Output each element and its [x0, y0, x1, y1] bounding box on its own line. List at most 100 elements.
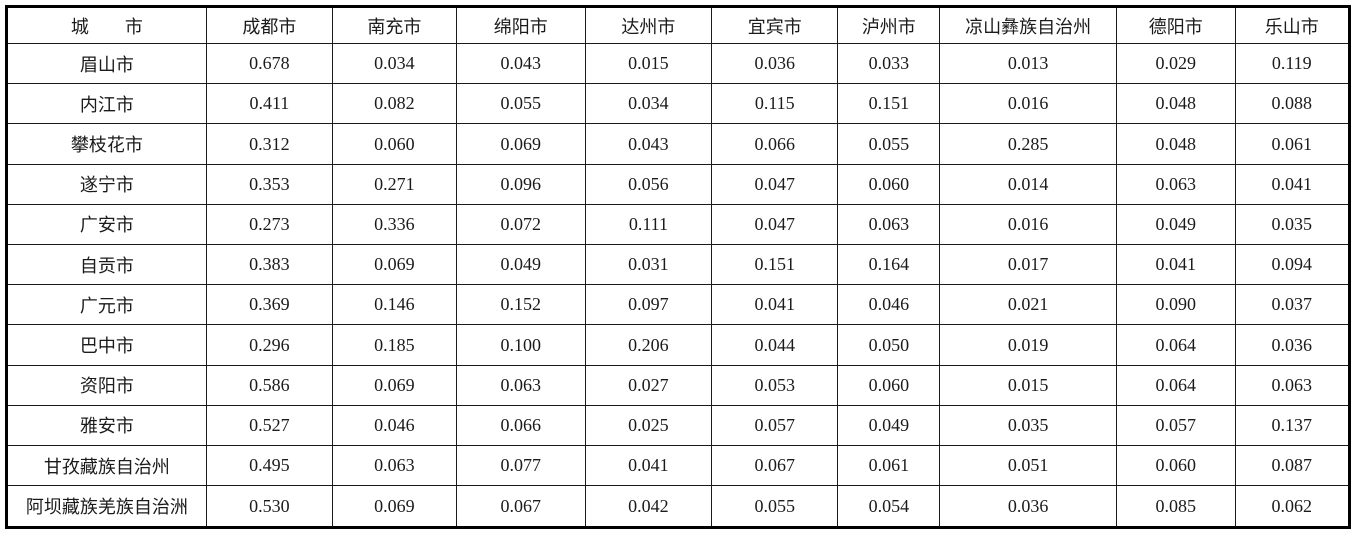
row-label-city: 阿坝藏族羌族自治洲 [6, 485, 207, 528]
value-cell: 0.152 [455, 284, 586, 326]
value-cell: 0.151 [837, 83, 941, 125]
value-cell: 0.082 [332, 83, 457, 125]
value-cell: 0.041 [584, 445, 713, 487]
value-cell: 0.146 [332, 284, 457, 326]
city-coefficient-table: 城 市 成都市 南充市 绵阳市 达州市 宜宾市 泸州市 凉山彝族自治州 德阳市 乐山市 眉山市 0… [5, 5, 1351, 529]
table-row: 甘孜藏族自治州 0.495 0.063 0.077 0.041 0.067 0.061 0.0… [6, 445, 1351, 487]
value-cell: 0.053 [711, 364, 839, 406]
value-cell: 0.069 [332, 244, 457, 286]
value-cell: 0.061 [837, 445, 941, 487]
value-cell: 0.678 [205, 42, 334, 85]
value-cell: 0.077 [455, 445, 586, 487]
value-cell: 0.036 [711, 42, 839, 85]
value-cell: 0.100 [455, 324, 586, 366]
row-label-city: 自贡市 [6, 244, 207, 286]
value-cell: 0.034 [332, 42, 457, 85]
table-header: 城 市 成都市 南充市 绵阳市 达州市 宜宾市 泸州市 凉山彝族自治州 德阳市 乐山市 [6, 6, 1351, 44]
header-column: 德阳市 [1115, 6, 1236, 44]
value-cell: 0.036 [939, 485, 1117, 528]
header-column: 达州市 [584, 6, 713, 44]
value-cell: 0.336 [332, 203, 457, 246]
table-row: 遂宁市 0.353 0.271 0.096 0.056 0.047 0.060 0.014 0.… [6, 163, 1351, 205]
value-cell: 0.048 [1115, 83, 1236, 125]
value-cell: 0.115 [711, 83, 839, 125]
value-cell: 0.119 [1234, 42, 1351, 85]
value-cell: 0.047 [711, 203, 839, 246]
row-label-city: 遂宁市 [6, 163, 207, 205]
value-cell: 0.050 [837, 324, 941, 366]
value-cell: 0.383 [205, 244, 334, 286]
value-cell: 0.064 [1115, 324, 1236, 366]
value-cell: 0.087 [1234, 445, 1351, 487]
value-cell: 0.530 [205, 485, 334, 528]
value-cell: 0.013 [939, 42, 1117, 85]
header-city-column: 城 市 [6, 6, 207, 44]
row-label-city: 雅安市 [6, 404, 207, 447]
value-cell: 0.046 [837, 284, 941, 326]
row-label-city: 眉山市 [6, 42, 207, 85]
value-cell: 0.096 [455, 163, 586, 205]
value-cell: 0.062 [1234, 485, 1351, 528]
value-cell: 0.027 [584, 364, 713, 406]
value-cell: 0.063 [455, 364, 586, 406]
value-cell: 0.016 [939, 203, 1117, 246]
value-cell: 0.094 [1234, 244, 1351, 286]
table-row: 资阳市 0.586 0.069 0.063 0.027 0.053 0.060 0.015 0.… [6, 364, 1351, 406]
value-cell: 0.088 [1234, 83, 1351, 125]
value-cell: 0.049 [1115, 203, 1236, 246]
value-cell: 0.057 [1115, 404, 1236, 447]
value-cell: 0.090 [1115, 284, 1236, 326]
value-cell: 0.029 [1115, 42, 1236, 85]
value-cell: 0.072 [455, 203, 586, 246]
row-label-city: 巴中市 [6, 324, 207, 366]
value-cell: 0.025 [584, 404, 713, 447]
value-cell: 0.069 [455, 123, 586, 165]
value-cell: 0.060 [837, 364, 941, 406]
value-cell: 0.064 [1115, 364, 1236, 406]
value-cell: 0.353 [205, 163, 334, 205]
value-cell: 0.031 [584, 244, 713, 286]
value-cell: 0.015 [939, 364, 1117, 406]
value-cell: 0.048 [1115, 123, 1236, 165]
value-cell: 0.015 [584, 42, 713, 85]
header-column: 泸州市 [837, 6, 941, 44]
value-cell: 0.495 [205, 445, 334, 487]
value-cell: 0.047 [711, 163, 839, 205]
value-cell: 0.051 [939, 445, 1117, 487]
value-cell: 0.041 [711, 284, 839, 326]
value-cell: 0.206 [584, 324, 713, 366]
table-row: 攀枝花市 0.312 0.060 0.069 0.043 0.066 0.055 0.285 0… [6, 123, 1351, 165]
value-cell: 0.069 [332, 485, 457, 528]
header-column: 成都市 [205, 6, 334, 44]
row-label-city: 内江市 [6, 83, 207, 125]
value-cell: 0.137 [1234, 404, 1351, 447]
value-cell: 0.019 [939, 324, 1117, 366]
value-cell: 0.036 [1234, 324, 1351, 366]
value-cell: 0.060 [837, 163, 941, 205]
value-cell: 0.041 [1234, 163, 1351, 205]
value-cell: 0.055 [711, 485, 839, 528]
header-column: 乐山市 [1234, 6, 1351, 44]
value-cell: 0.296 [205, 324, 334, 366]
value-cell: 0.057 [711, 404, 839, 447]
value-cell: 0.067 [455, 485, 586, 528]
value-cell: 0.044 [711, 324, 839, 366]
value-cell: 0.273 [205, 203, 334, 246]
row-label-city: 广元市 [6, 284, 207, 326]
value-cell: 0.035 [1234, 203, 1351, 246]
value-cell: 0.037 [1234, 284, 1351, 326]
value-cell: 0.085 [1115, 485, 1236, 528]
value-cell: 0.043 [584, 123, 713, 165]
value-cell: 0.063 [1115, 163, 1236, 205]
value-cell: 0.035 [939, 404, 1117, 447]
value-cell: 0.063 [1234, 364, 1351, 406]
value-cell: 0.069 [332, 364, 457, 406]
value-cell: 0.042 [584, 485, 713, 528]
table-row: 阿坝藏族羌族自治洲 0.530 0.069 0.067 0.042 0.055 0.054 0… [6, 485, 1351, 528]
value-cell: 0.527 [205, 404, 334, 447]
value-cell: 0.060 [332, 123, 457, 165]
table-row: 自贡市 0.383 0.069 0.049 0.031 0.151 0.164 0.017 0.… [6, 244, 1351, 286]
value-cell: 0.097 [584, 284, 713, 326]
row-label-city: 攀枝花市 [6, 123, 207, 165]
